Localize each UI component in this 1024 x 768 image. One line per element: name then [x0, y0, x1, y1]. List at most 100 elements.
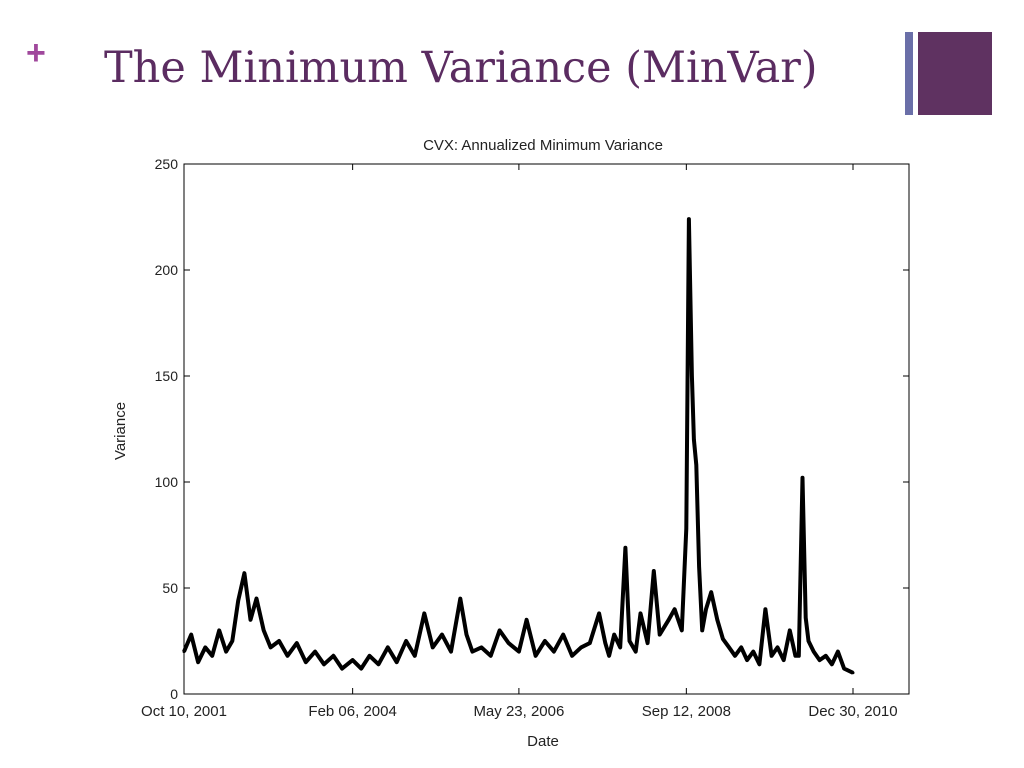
variance-data-point: [818, 658, 822, 662]
variance-data-point: [776, 645, 779, 649]
variance-data-point: [322, 662, 326, 666]
variance-data-point: [507, 641, 511, 645]
x-tick-label: Sep 12, 2008: [642, 703, 731, 720]
variance-data-point: [368, 654, 371, 658]
variance-data-point: [440, 633, 444, 637]
chart-title: CVX: Annualized Minimum Variance: [423, 137, 663, 154]
variance-data-point: [470, 650, 474, 654]
y-tick-label: 150: [155, 368, 179, 384]
variance-data-point: [628, 639, 631, 643]
variance-data-point: [797, 654, 801, 658]
variance-data-point: [295, 641, 299, 645]
variance-data-point: [673, 607, 677, 611]
slide-title: The Minimum Variance (MinVar): [104, 43, 818, 93]
variance-data-point: [236, 599, 240, 603]
variance-data-point: [763, 607, 767, 611]
variance-data-point: [745, 658, 749, 662]
variance-data-point: [217, 628, 221, 632]
variance-data-point: [517, 650, 521, 654]
variance-data-point: [210, 654, 214, 658]
variance-data-point: [203, 645, 207, 649]
y-axis-label: Variance: [112, 402, 129, 460]
variance-data-point: [255, 597, 258, 601]
variance-data-point: [770, 654, 774, 658]
variance-data-point: [386, 645, 390, 649]
variance-data-point: [269, 645, 273, 649]
variance-data-point: [634, 650, 638, 654]
variance-data-point: [801, 476, 804, 480]
variance-data-point: [242, 571, 246, 575]
variance-data-point: [793, 654, 797, 658]
variance-data-point: [525, 618, 529, 622]
variance-data-point: [404, 639, 408, 643]
variance-data-point: [262, 628, 266, 632]
variance-data-point: [782, 658, 786, 662]
variance-data-point: [687, 217, 691, 221]
variance-data-point: [694, 463, 698, 467]
variance-data-point: [830, 662, 834, 666]
variance-data-point: [804, 616, 808, 620]
variance-data-point: [807, 639, 810, 643]
variance-data-point: [534, 654, 538, 658]
variance-data-point: [739, 645, 743, 649]
variance-data-point: [704, 607, 708, 611]
variance-data-point: [603, 641, 607, 645]
variance-data-point: [543, 639, 547, 643]
variance-data-point: [331, 654, 335, 658]
y-tick-label: 100: [155, 474, 179, 490]
variance-series-line: [182, 217, 854, 675]
variance-data-point: [658, 633, 662, 637]
y-tick-label: 200: [155, 262, 179, 278]
variance-data-point: [597, 611, 601, 615]
decorative-square: [918, 32, 992, 115]
variance-data-point: [646, 641, 650, 645]
variance-data-point: [788, 628, 792, 632]
variance-data-point: [377, 662, 380, 666]
variance-data-point: [684, 527, 688, 531]
variance-data-point: [249, 618, 252, 622]
variance-data-point: [618, 645, 622, 649]
variance-data-point: [359, 667, 363, 671]
x-tick-label: May 23, 2006: [473, 703, 564, 720]
variance-data-point: [579, 645, 583, 649]
variance-data-point: [715, 618, 719, 622]
variance-data-point: [824, 654, 828, 658]
variance-data-point: [498, 628, 502, 632]
variance-data-point: [196, 660, 200, 664]
variance-data-point: [340, 667, 344, 671]
variance-data-point: [449, 650, 453, 654]
variance-data-point: [489, 654, 493, 658]
variance-data-point: [667, 618, 671, 622]
variance-data-point: [842, 667, 846, 671]
variance-data-point: [607, 654, 611, 658]
variance-data-point: [851, 671, 855, 675]
variance-data-point: [639, 611, 642, 615]
y-tick-label: 50: [162, 580, 178, 596]
variance-data-point: [588, 641, 592, 645]
variance-data-point: [570, 654, 574, 658]
variance-data-point: [304, 660, 308, 664]
variance-data-point: [652, 569, 656, 573]
variance-data-point: [709, 590, 713, 594]
variance-data-point: [697, 565, 701, 569]
variance-data-point: [395, 660, 399, 664]
variance-data-point: [230, 639, 234, 643]
variance-data-point: [727, 645, 731, 649]
variance-data-point: [612, 633, 616, 637]
variance-data-point: [313, 650, 317, 654]
variance-data-point: [690, 374, 694, 378]
variance-data-point: [465, 633, 468, 637]
decorative-bar: [905, 32, 913, 115]
y-tick-label: 250: [155, 156, 179, 172]
variance-data-point: [431, 645, 435, 649]
variance-data-point: [733, 654, 737, 658]
variance-data-point: [224, 650, 228, 654]
variance-data-point: [422, 611, 426, 615]
y-tick-label: 0: [170, 686, 178, 702]
variance-data-point: [182, 650, 186, 654]
x-axis-label: Date: [527, 733, 559, 750]
variance-data-point: [458, 597, 462, 601]
plot-frame: [183, 163, 910, 695]
variance-data-point: [623, 546, 627, 550]
